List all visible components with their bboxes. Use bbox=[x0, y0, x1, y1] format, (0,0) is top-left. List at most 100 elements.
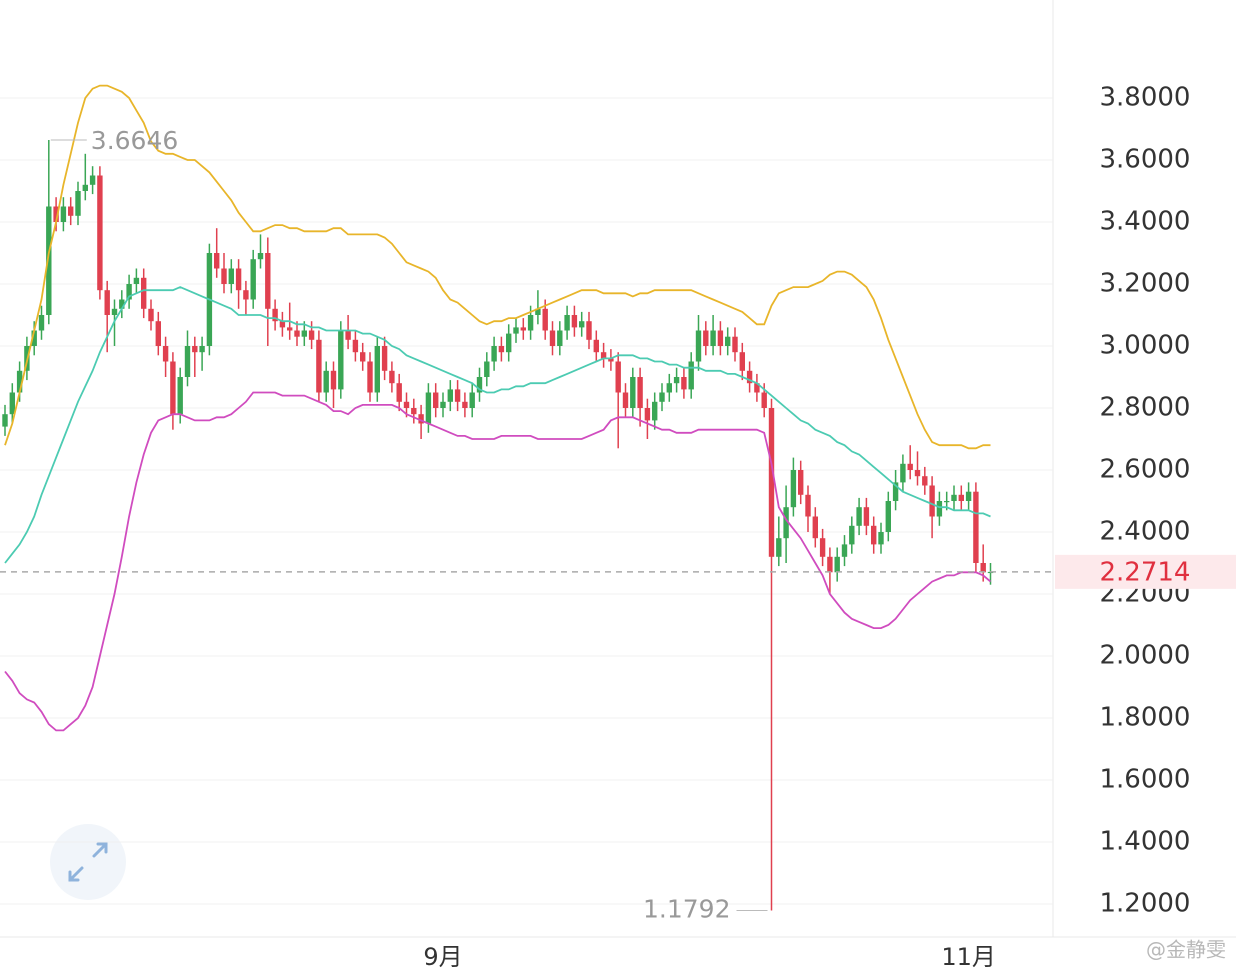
candle-body bbox=[659, 392, 665, 402]
candle-body bbox=[732, 336, 738, 353]
candle-body bbox=[265, 253, 271, 309]
candle-body bbox=[381, 346, 388, 371]
band-line bbox=[4, 286, 991, 564]
candle-body bbox=[345, 330, 351, 340]
candle-body bbox=[608, 358, 614, 362]
last-price-box bbox=[1055, 554, 1236, 589]
candle-body bbox=[564, 315, 570, 331]
candle-body bbox=[914, 470, 921, 477]
candle-body bbox=[228, 268, 234, 284]
candle-body bbox=[46, 206, 52, 315]
candle-body bbox=[170, 361, 176, 415]
candle-body bbox=[235, 268, 242, 291]
candle-body bbox=[571, 315, 578, 328]
candle-body bbox=[579, 321, 585, 328]
candle-body bbox=[622, 392, 629, 408]
candle-body bbox=[338, 330, 344, 390]
candle-body bbox=[294, 330, 300, 337]
min-annotation: 1.1792 bbox=[643, 894, 730, 923]
max-annotation: 3.6646 bbox=[91, 126, 178, 155]
candle-body bbox=[849, 525, 855, 545]
candle-body bbox=[403, 401, 410, 408]
candle-body bbox=[38, 315, 45, 331]
candle-body bbox=[871, 525, 877, 545]
candle-body bbox=[75, 191, 81, 216]
candle-body bbox=[600, 352, 607, 359]
expand-icon[interactable] bbox=[68, 842, 108, 882]
candle-body bbox=[754, 383, 760, 393]
candle-body bbox=[725, 336, 731, 346]
candle-body bbox=[250, 259, 256, 300]
candle-body bbox=[768, 408, 775, 557]
candle-body bbox=[819, 538, 826, 557]
candle-body bbox=[944, 501, 950, 503]
candle-body bbox=[330, 370, 337, 390]
watermark: @金静雯 bbox=[1146, 938, 1226, 962]
candle-body bbox=[279, 321, 286, 328]
candle-body bbox=[323, 370, 329, 393]
candle-body bbox=[630, 377, 636, 408]
candle-body bbox=[907, 463, 913, 470]
candle-body bbox=[798, 470, 804, 495]
y-tick-label: 2.6000 bbox=[1100, 455, 1191, 485]
button-bg[interactable] bbox=[50, 824, 126, 900]
candle-body bbox=[257, 253, 264, 260]
candle-body bbox=[2, 414, 8, 427]
candle-body bbox=[447, 389, 453, 402]
candle-body bbox=[841, 544, 848, 557]
candle-body bbox=[652, 401, 658, 421]
candle-body bbox=[396, 383, 402, 402]
candle-body bbox=[389, 370, 395, 384]
candle-body bbox=[615, 361, 621, 393]
candle-body bbox=[936, 501, 943, 517]
candle-body bbox=[746, 370, 753, 384]
candle-body bbox=[148, 308, 154, 322]
candle-body bbox=[89, 175, 96, 185]
candle-body bbox=[53, 206, 59, 222]
candle-body bbox=[141, 277, 147, 309]
candle-body bbox=[31, 330, 37, 346]
candle-body bbox=[454, 389, 461, 402]
candle-body bbox=[717, 330, 724, 346]
candle-body bbox=[900, 463, 906, 483]
candle-body bbox=[506, 333, 512, 353]
band-line bbox=[4, 84, 991, 450]
candle-body bbox=[155, 321, 161, 346]
candle-body bbox=[104, 290, 110, 315]
candle-body bbox=[97, 175, 103, 291]
candle-body bbox=[557, 330, 563, 346]
candle-body bbox=[673, 377, 680, 384]
candle-body bbox=[790, 470, 797, 508]
y-tick-label: 2.8000 bbox=[1100, 393, 1191, 423]
candle-body bbox=[892, 482, 899, 501]
candle-body bbox=[812, 516, 818, 539]
candle-body bbox=[272, 308, 278, 322]
candle-body bbox=[805, 494, 811, 517]
candle-body bbox=[360, 352, 366, 362]
candle-body bbox=[710, 330, 716, 346]
candle-body bbox=[111, 308, 118, 315]
candle-body bbox=[316, 339, 322, 393]
candle-body bbox=[301, 330, 307, 337]
candle-body bbox=[666, 383, 672, 393]
candle-body bbox=[425, 392, 432, 424]
candle-body bbox=[462, 401, 468, 408]
candle-body bbox=[549, 330, 556, 346]
candle-body bbox=[965, 491, 972, 501]
x-tick-label: 11月 bbox=[941, 943, 996, 971]
candle-body bbox=[243, 290, 249, 300]
last-price-label: 2.2714 bbox=[1100, 557, 1191, 587]
candle-body bbox=[498, 346, 505, 353]
candle-body bbox=[695, 330, 702, 362]
candle-body bbox=[878, 532, 884, 545]
candle-body bbox=[586, 321, 592, 340]
fullscreen-button[interactable] bbox=[50, 824, 126, 900]
candle-body bbox=[637, 377, 643, 408]
candle-body bbox=[433, 392, 439, 408]
x-tick-label: 9月 bbox=[423, 943, 462, 971]
candle-body bbox=[593, 339, 599, 353]
y-tick-label: 3.4000 bbox=[1100, 207, 1191, 237]
candle-body bbox=[827, 556, 833, 573]
